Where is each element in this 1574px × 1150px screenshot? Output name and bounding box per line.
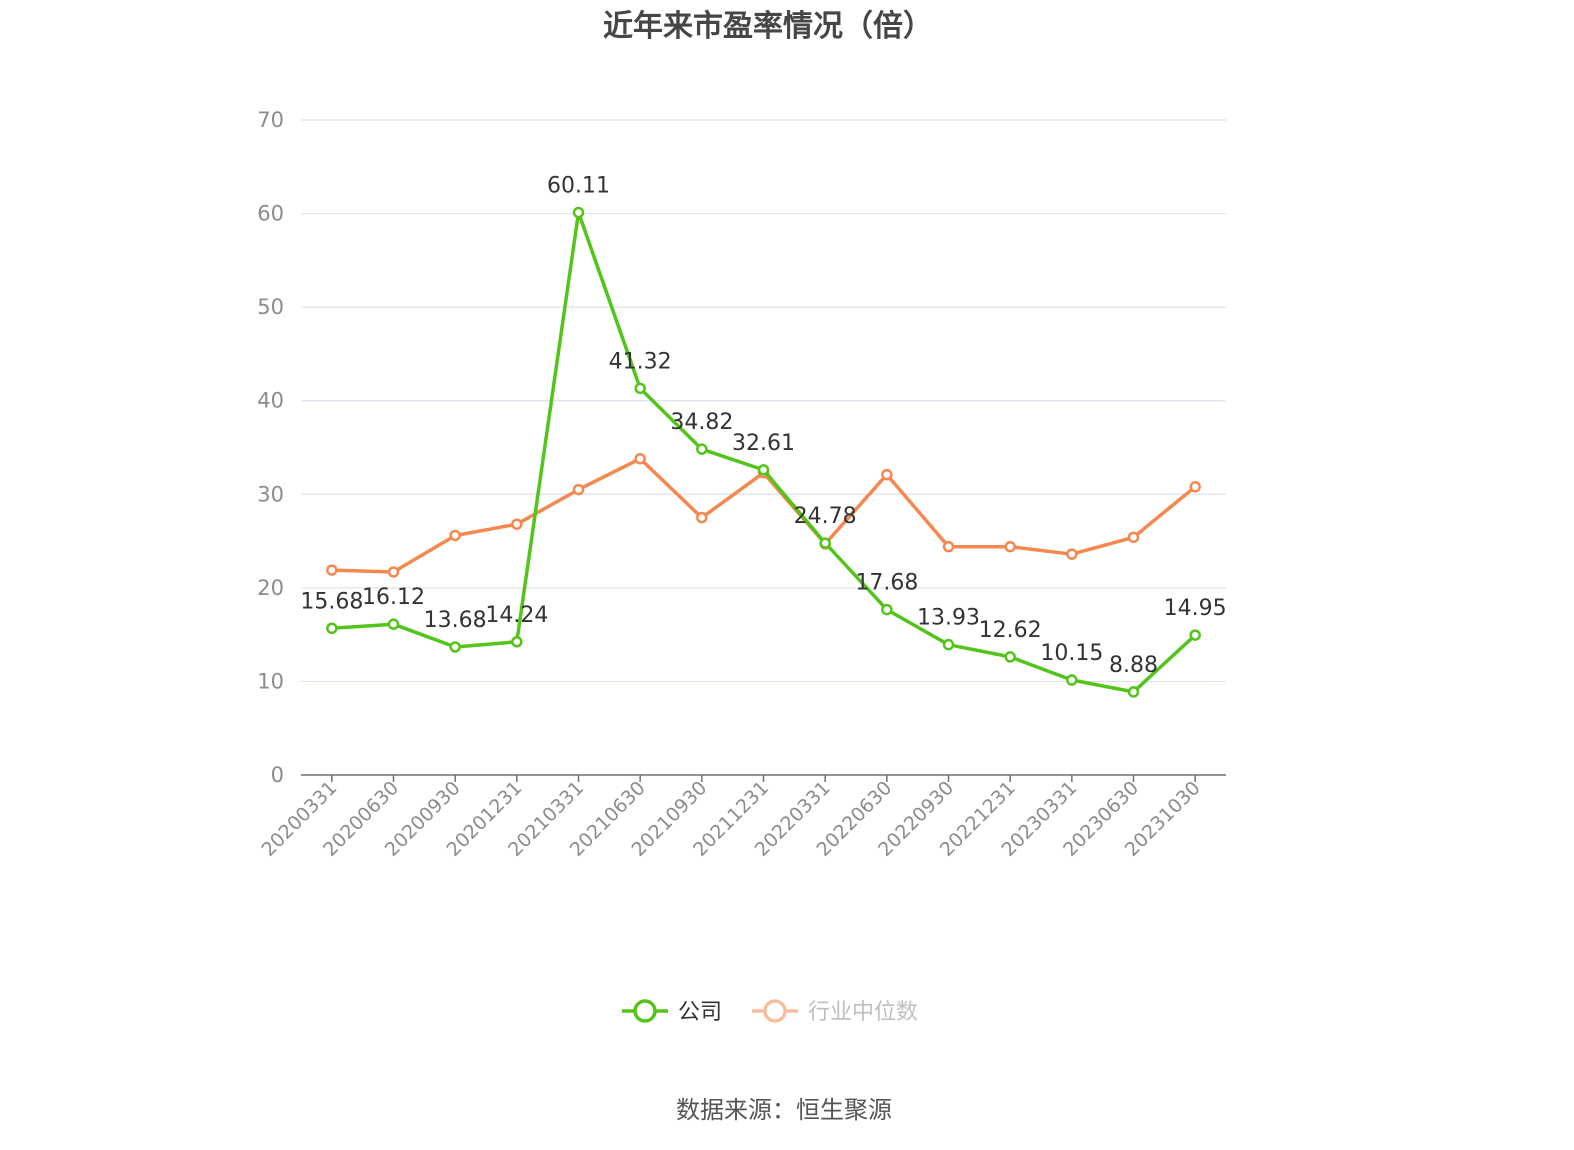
data-point bbox=[511, 636, 523, 648]
data-point bbox=[1066, 548, 1078, 560]
data-point bbox=[696, 443, 708, 455]
data-point bbox=[881, 468, 893, 481]
data-label: 13.68 bbox=[424, 608, 487, 633]
data-point bbox=[387, 566, 400, 578]
data-label: 10.15 bbox=[1040, 641, 1103, 666]
legend-label: 行业中位数 bbox=[808, 1000, 918, 1025]
y-tick-label: 40 bbox=[257, 389, 284, 413]
data-point bbox=[1004, 540, 1016, 553]
data-point bbox=[1066, 674, 1078, 686]
data-point bbox=[942, 540, 955, 553]
y-tick-label: 0 bbox=[271, 763, 284, 787]
y-tick-label: 10 bbox=[257, 669, 284, 693]
data-label: 32.61 bbox=[732, 431, 795, 456]
legend: 公司 行业中位数 bbox=[622, 999, 918, 1025]
legend-item[interactable]: 公司 bbox=[622, 999, 722, 1025]
data-point bbox=[634, 382, 646, 395]
data-point bbox=[572, 206, 585, 219]
grid bbox=[301, 119, 1226, 683]
data-point bbox=[1004, 651, 1016, 663]
source-note: 数据来源：恒生聚源 bbox=[676, 1096, 892, 1124]
data-point bbox=[1189, 481, 1201, 493]
data-point bbox=[572, 483, 585, 496]
legend-label: 公司 bbox=[678, 1000, 722, 1025]
chart-title: 近年来市盈率情况（倍） bbox=[603, 9, 933, 44]
data-label: 34.82 bbox=[670, 410, 733, 435]
data-point bbox=[511, 518, 523, 530]
data-point bbox=[757, 464, 770, 476]
data-point bbox=[881, 603, 893, 616]
y-tick-label: 30 bbox=[257, 482, 284, 506]
data-label: 24.78 bbox=[794, 504, 857, 529]
data-label: 8.88 bbox=[1109, 653, 1158, 678]
data-label: 15.68 bbox=[300, 589, 363, 614]
data-label: 16.12 bbox=[362, 585, 425, 610]
data-label: 60.11 bbox=[547, 174, 610, 199]
legend-item[interactable]: 行业中位数 bbox=[752, 999, 918, 1025]
y-tick-label: 50 bbox=[257, 295, 284, 319]
data-point bbox=[449, 529, 461, 542]
legend-marker bbox=[763, 999, 787, 1023]
data-point bbox=[634, 452, 646, 465]
data-point bbox=[696, 511, 708, 524]
data-label: 17.68 bbox=[855, 571, 918, 596]
data-point bbox=[1127, 531, 1140, 544]
data-label: 41.32 bbox=[609, 349, 672, 374]
y-tick-label: 20 bbox=[257, 576, 284, 600]
y-tick-label: 60 bbox=[257, 202, 284, 226]
data-point bbox=[387, 618, 400, 630]
data-point bbox=[326, 622, 338, 635]
data-label: 14.24 bbox=[485, 603, 548, 628]
series-group bbox=[326, 206, 1201, 698]
data-label: 13.93 bbox=[917, 606, 980, 631]
x-axis: 2020033120200630202009302020123120210331… bbox=[257, 774, 1226, 861]
y-tick-label: 70 bbox=[257, 108, 284, 132]
y-axis: 0 10 20 30 40 50 60 70 bbox=[257, 108, 284, 787]
data-point bbox=[942, 638, 955, 651]
legend-marker bbox=[633, 999, 657, 1023]
data-point bbox=[1127, 686, 1140, 698]
data-label: 14.95 bbox=[1164, 596, 1227, 621]
data-point bbox=[1189, 629, 1201, 641]
data-point bbox=[449, 641, 461, 653]
data-point bbox=[819, 537, 831, 549]
data-point bbox=[326, 564, 338, 576]
data-label: 12.62 bbox=[979, 618, 1042, 643]
